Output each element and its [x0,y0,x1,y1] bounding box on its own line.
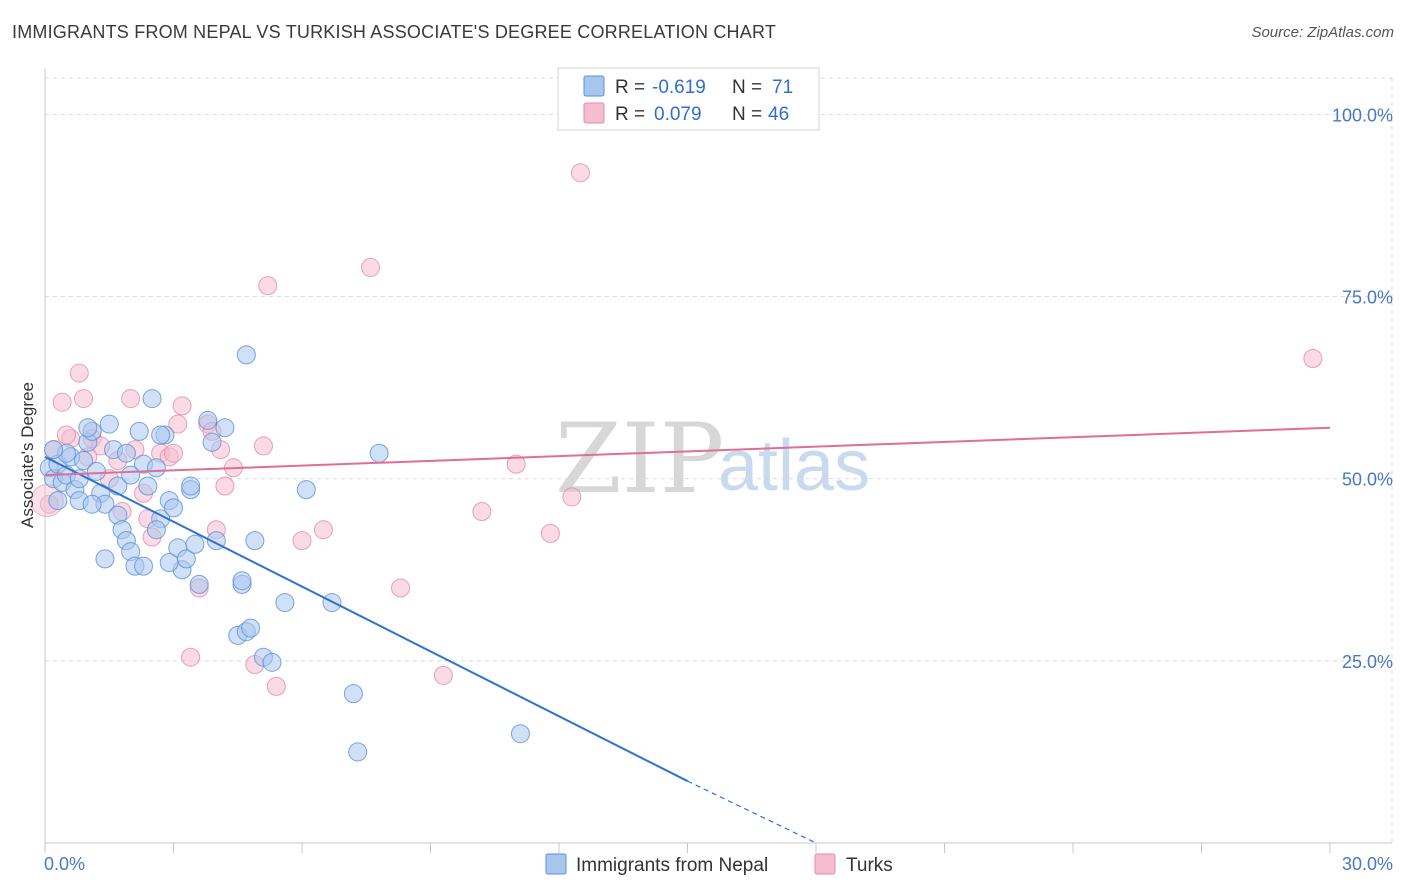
nepal-point-58 [95,549,115,569]
nepal-point-54 [48,491,68,511]
bottom-legend: Immigrants from Nepal Turks [545,853,893,876]
turks-point-36 [472,502,492,521]
nepal-point-68 [116,443,136,463]
y-tick-label-100: 100.0% [1332,105,1393,125]
turks-point-33 [361,257,381,277]
turks-point-5 [74,389,94,409]
turks-point-40 [570,163,590,183]
nepal-point-44 [245,531,265,551]
nepal-point-65 [78,418,98,438]
bottom-legend-swatch-turks [814,853,836,875]
nepal-point-24 [142,389,162,409]
legend-r-value-nepal: -0.619 [652,77,706,98]
legend-r-label-nepal: R = [615,77,645,98]
nepal-point-69 [151,425,171,445]
turks-point-18 [172,396,192,416]
x-tick-label-min: 0.0% [44,854,85,874]
nepal-point-67 [44,440,64,460]
turks-point-37 [506,454,526,474]
turks-point-28 [253,436,273,456]
turks-point-2 [52,392,72,412]
nepal-point-66 [181,476,201,496]
top-legend: R = -0.619 N = 71 R = 0.079 N = 46 [557,67,820,131]
turks-point-17 [168,414,188,434]
axes-layer [44,68,1392,853]
chart-title: IMMIGRANTS FROM NEPAL VS TURKISH ASSOCIA… [12,22,777,42]
trend-layer [44,426,1331,844]
turks-point-34 [391,578,411,598]
legend-swatch-turks [583,102,605,124]
nepal-point-60 [121,465,141,485]
legend-r-value-turks: 0.079 [654,104,702,125]
nepal-point-23 [138,476,158,496]
bottom-legend-label-turks: Turks [846,855,893,876]
nepal-point-46 [262,652,282,672]
turks-point-32 [313,520,333,540]
bottom-legend-swatch-nepal [545,853,567,875]
trend-line-nepal-extension [687,780,817,844]
chart-source: Source: ZipAtlas.com [1251,24,1394,41]
trend-line-nepal [44,455,688,782]
nepal-point-25 [146,458,166,478]
nepal-point-47 [275,593,295,613]
nepal-point-61 [134,556,154,576]
nepal-point-48 [296,480,316,500]
nepal-point-53 [510,724,530,744]
legend-swatch-nepal [583,75,605,97]
turks-point-39 [562,487,582,507]
nepal-point-35 [189,574,209,594]
turks-point-45 [164,443,183,463]
nepal-point-70 [232,571,252,591]
nepal-point-57 [82,494,102,514]
nepal-point-63 [159,553,179,572]
nepal-points [39,345,530,762]
turks-point-4 [69,363,89,383]
nepal-point-43 [241,618,261,638]
turks-point-29 [258,276,278,296]
nepal-point-50 [343,684,363,704]
nepal-point-11 [86,461,106,481]
y-tick-label-25: 25.0% [1342,652,1393,672]
legend-n-value-turks: 46 [768,104,789,125]
turks-point-11 [121,389,141,409]
turks-point-19 [181,647,201,667]
watermark: ZIP atlas [555,403,870,515]
nepal-point-56 [69,469,89,489]
nepal-point-14 [99,414,119,434]
y-axis-title: Associate's Degree [18,382,37,528]
legend-r-label-turks: R = [615,104,645,125]
legend-n-value-nepal: 71 [772,77,793,98]
nepal-point-37 [202,432,222,452]
turks-point-42 [56,425,76,445]
legend-n-label-turks: N = [732,104,762,125]
turks-point-25 [215,476,235,496]
y-tick-label-75: 75.0% [1342,288,1393,308]
nepal-point-39 [215,418,235,438]
labels-layer: 25.0% 50.0% 75.0% 100.0% 0.0% 30.0% [44,105,1393,874]
turks-point-38 [540,523,560,543]
watermark-atlas: atlas [718,426,870,506]
bottom-legend-label-nepal: Immigrants from Nepal [576,855,768,876]
turks-point-30 [266,676,286,696]
nepal-point-21 [129,421,149,441]
y-tick-label-50: 50.0% [1342,470,1393,490]
nepal-point-51 [348,742,368,762]
turks-point-31 [292,531,312,551]
nepal-point-62 [146,520,166,540]
nepal-point-29 [164,498,183,518]
trend-line-turks [44,426,1331,477]
turks-point-35 [433,665,453,685]
nepal-point-8 [74,451,94,470]
nepal-point-34 [185,534,205,554]
legend-n-label-nepal: N = [732,77,762,98]
watermark-zip: ZIP [555,403,724,515]
turks-point-41 [1303,349,1323,368]
x-tick-label-max: 30.0% [1342,854,1393,874]
nepal-point-52 [369,443,389,463]
nepal-point-64 [236,345,256,365]
nepal-point-36 [198,410,218,430]
